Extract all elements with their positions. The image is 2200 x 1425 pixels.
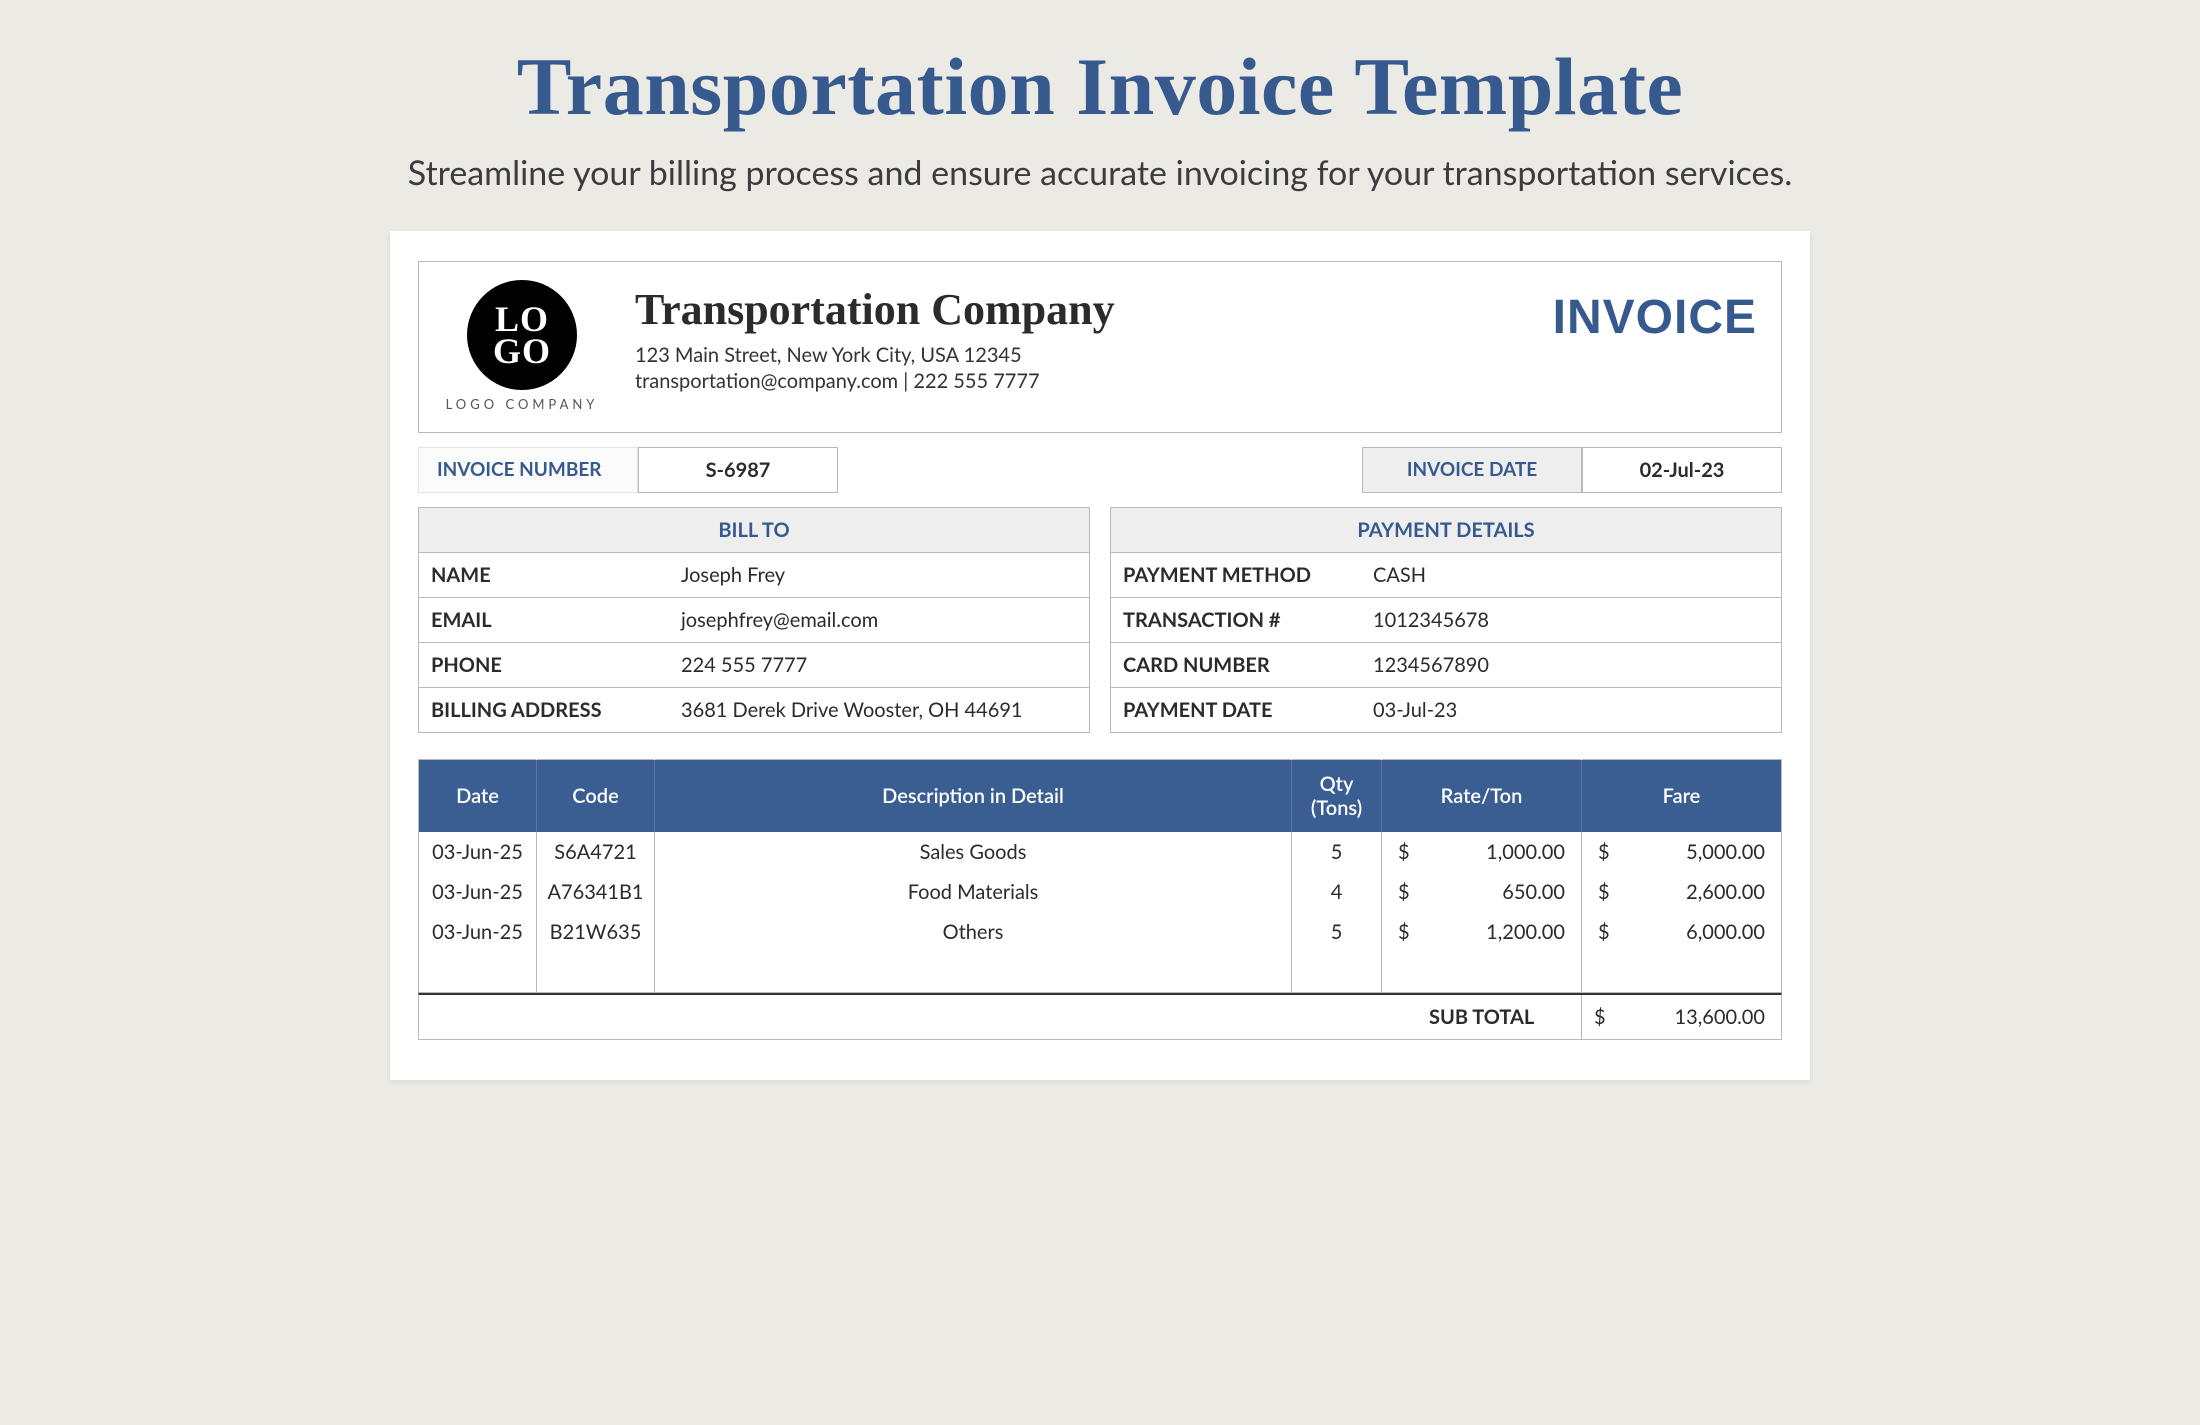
col-desc-header: Description in Detail <box>655 760 1292 833</box>
col-qty-header: Qty (Tons) <box>1292 760 1382 833</box>
payment-date-value: 03-Jul-23 <box>1361 688 1781 732</box>
company-address: 123 Main Street, New York City, USA 1234… <box>635 343 1553 367</box>
col-rate-header: Rate/Ton <box>1382 760 1582 833</box>
items-table: Date Code Description in Detail Qty (Ton… <box>418 759 1782 993</box>
payment-txn-value: 1012345678 <box>1361 598 1781 642</box>
company-header: LOGO LOGO COMPANY Transportation Company… <box>418 261 1782 433</box>
table-row: 03-Jun-25A76341B1Food Materials4$650.00$… <box>419 872 1782 912</box>
logo-icon: LOGO <box>467 280 577 390</box>
payment-txn-label: TRANSACTION # <box>1111 598 1361 642</box>
payment-card-label: CARD NUMBER <box>1111 643 1361 687</box>
table-row: 03-Jun-25B21W635Others5$1,200.00$6,000.0… <box>419 912 1782 952</box>
invoice-number-value: S-6987 <box>638 447 838 493</box>
bill-email-label: EMAIL <box>419 598 669 642</box>
invoice-date-value: 02-Jul-23 <box>1582 447 1782 493</box>
payment-box: PAYMENT DETAILS PAYMENT METHODCASH TRANS… <box>1110 507 1782 733</box>
col-code-header: Code <box>537 760 655 833</box>
invoice-meta-row: INVOICE NUMBER S-6987 INVOICE DATE 02-Ju… <box>418 447 1782 493</box>
company-info: Transportation Company 123 Main Street, … <box>635 280 1553 395</box>
subtotal-label: SUB TOTAL <box>1421 995 1581 1039</box>
bill-address-value: 3681 Derek Drive Wooster, OH 44691 <box>669 688 1089 732</box>
col-date-header: Date <box>419 760 537 833</box>
invoice-date-label: INVOICE DATE <box>1362 447 1582 493</box>
col-fare-header: Fare <box>1582 760 1782 833</box>
bill-to-box: BILL TO NAMEJoseph Frey EMAILjosephfrey@… <box>418 507 1090 733</box>
logo-block: LOGO LOGO COMPANY <box>437 280 607 412</box>
bill-name-value: Joseph Frey <box>669 553 1089 597</box>
payment-card-value: 1234567890 <box>1361 643 1781 687</box>
payment-method-label: PAYMENT METHOD <box>1111 553 1361 597</box>
banner-title: Transportation Invoice Template <box>0 40 2200 134</box>
payment-method-value: CASH <box>1361 553 1781 597</box>
invoice-paper: LOGO LOGO COMPANY Transportation Company… <box>390 231 1810 1080</box>
company-name: Transportation Company <box>635 284 1553 335</box>
page-frame: Transportation Invoice Template Streamli… <box>0 0 2200 1425</box>
logo-caption: LOGO COMPANY <box>437 396 607 412</box>
bill-address-label: BILLING ADDRESS <box>419 688 669 732</box>
banner-subtitle: Streamline your billing process and ensu… <box>0 152 2200 193</box>
bill-to-heading: BILL TO <box>419 508 1089 553</box>
table-row: 03-Jun-25S6A4721Sales Goods5$1,000.00$5,… <box>419 832 1782 872</box>
bill-phone-value: 224 555 7777 <box>669 643 1089 687</box>
payment-heading: PAYMENT DETAILS <box>1111 508 1781 553</box>
bill-name-label: NAME <box>419 553 669 597</box>
invoice-number-label: INVOICE NUMBER <box>418 447 638 493</box>
subtotal-value: $13,600.00 <box>1581 995 1781 1039</box>
invoice-heading: INVOICE <box>1553 280 1757 345</box>
bill-email-value: josephfrey@email.com <box>669 598 1089 642</box>
bill-phone-label: PHONE <box>419 643 669 687</box>
table-empty-space <box>419 952 1782 992</box>
company-contact: transportation@company.com | 222 555 777… <box>635 369 1553 393</box>
payment-date-label: PAYMENT DATE <box>1111 688 1361 732</box>
subtotal-row: SUB TOTAL $13,600.00 <box>418 993 1782 1040</box>
details-columns: BILL TO NAMEJoseph Frey EMAILjosephfrey@… <box>418 507 1782 733</box>
